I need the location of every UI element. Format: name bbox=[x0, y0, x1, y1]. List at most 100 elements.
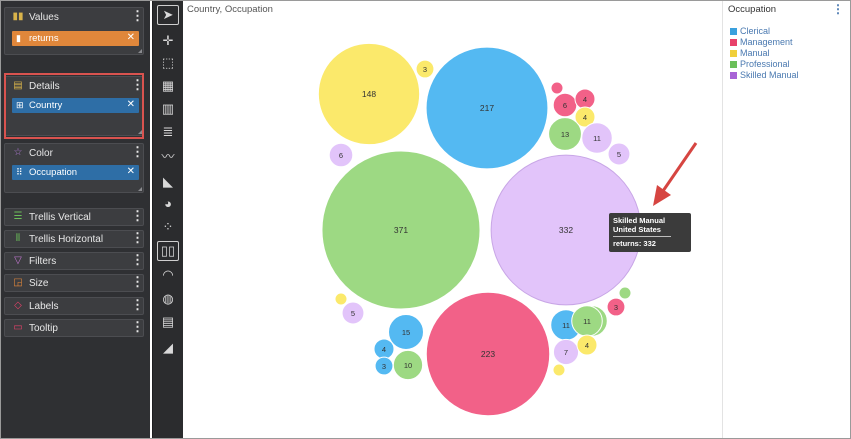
line-chart-icon[interactable]: 〰 bbox=[161, 149, 175, 164]
color-menu-icon[interactable]: ⋮ bbox=[131, 144, 144, 159]
size-menu-icon[interactable]: ⋮ bbox=[131, 274, 144, 289]
chart-title: Country, Occupation bbox=[187, 4, 273, 15]
values-menu-icon[interactable]: ⋮ bbox=[131, 8, 144, 23]
bubble-circle[interactable] bbox=[425, 291, 551, 417]
bubble-circle[interactable] bbox=[550, 81, 564, 95]
bubble-circle[interactable] bbox=[317, 42, 421, 146]
bubble[interactable]: 148 bbox=[317, 42, 421, 146]
bubble[interactable]: 4 bbox=[574, 88, 596, 110]
bubble-circle[interactable] bbox=[548, 117, 582, 151]
tooltip-title: Tooltip bbox=[29, 323, 58, 334]
legend-label: Skilled Manual bbox=[740, 70, 799, 80]
bubble[interactable]: 3 bbox=[374, 356, 394, 376]
bubble[interactable]: 4 bbox=[576, 334, 598, 356]
trellis-vertical-menu-icon[interactable]: ⋮ bbox=[131, 208, 144, 223]
bubble-circle[interactable] bbox=[392, 349, 424, 381]
bubble-circle[interactable] bbox=[341, 301, 365, 325]
bubble-label: 4 bbox=[382, 345, 386, 354]
bubble-circle[interactable] bbox=[328, 142, 354, 168]
resize-handle-icon[interactable] bbox=[138, 49, 142, 53]
resize-handle-icon[interactable] bbox=[138, 130, 142, 134]
tooltip-menu-icon[interactable]: ⋮ bbox=[131, 319, 144, 334]
bubble[interactable]: 3 bbox=[606, 297, 626, 317]
trellis-horizontal-menu-icon[interactable]: ⋮ bbox=[131, 230, 144, 245]
filters-menu-icon[interactable]: ⋮ bbox=[131, 252, 144, 267]
bubble[interactable] bbox=[618, 286, 632, 300]
bubble-label: 11 bbox=[583, 317, 591, 326]
bubble[interactable]: 10 bbox=[392, 349, 424, 381]
bubble-circle[interactable] bbox=[618, 286, 632, 300]
tooltip-icon: ▭ bbox=[13, 322, 23, 333]
bubble[interactable]: 3 bbox=[415, 59, 435, 79]
values-well[interactable]: ▮▮ Values ⋮ ▮ returns ✕ bbox=[4, 7, 144, 55]
color-well[interactable]: ☆ Color ⋮ ⠿ Occupation ✕ bbox=[4, 143, 144, 193]
trellis-vertical-well[interactable]: ☰ Trellis Vertical ⋮ bbox=[4, 208, 144, 226]
scatter-icon[interactable]: ⁘ bbox=[162, 219, 174, 234]
area-chart-icon[interactable]: ◣ bbox=[163, 174, 173, 189]
details-well[interactable]: ▤ Details ⋮ ⊞ Country ✕ bbox=[4, 76, 144, 136]
bubble[interactable]: 13 bbox=[548, 117, 582, 151]
size-well[interactable]: ◲ Size ⋮ bbox=[4, 274, 144, 292]
color-chip[interactable]: ⠿ Occupation ✕ bbox=[12, 165, 139, 180]
bubble-circle[interactable] bbox=[581, 122, 613, 154]
bubble[interactable]: 11 bbox=[571, 305, 603, 337]
bubble[interactable]: 371 bbox=[321, 150, 481, 310]
remove-values-icon[interactable]: ✕ bbox=[126, 32, 135, 43]
bubble-chart-icon[interactable]: ▯▯ bbox=[157, 241, 179, 261]
remove-color-icon[interactable]: ✕ bbox=[126, 166, 135, 177]
bubble[interactable] bbox=[552, 363, 566, 377]
filters-well[interactable]: ▽ Filters ⋮ bbox=[4, 252, 144, 270]
bubble[interactable]: 4 bbox=[373, 338, 395, 360]
details-chip[interactable]: ⊞ Country ✕ bbox=[12, 98, 139, 113]
bubble-circle[interactable] bbox=[552, 338, 580, 366]
bubble-circle[interactable] bbox=[334, 292, 348, 306]
bubble[interactable]: 6 bbox=[328, 142, 354, 168]
bubble-label: 6 bbox=[339, 151, 343, 160]
values-chip[interactable]: ▮ returns ✕ bbox=[12, 31, 139, 46]
bubble-circle[interactable] bbox=[576, 334, 598, 356]
bubble-circle[interactable] bbox=[552, 363, 566, 377]
labels-well[interactable]: ◇ Labels ⋮ bbox=[4, 297, 144, 315]
bubble-circle[interactable] bbox=[606, 297, 626, 317]
bar-chart-icon[interactable]: ▥ bbox=[161, 101, 175, 116]
tooltip-well[interactable]: ▭ Tooltip ⋮ bbox=[4, 319, 144, 337]
remove-details-icon[interactable]: ✕ bbox=[126, 99, 135, 110]
legend-menu-icon[interactable]: ⋮ bbox=[832, 2, 844, 16]
bubble-circle[interactable] bbox=[388, 314, 424, 350]
bar-list-icon[interactable]: ≣ bbox=[162, 124, 174, 139]
bubble-circle[interactable] bbox=[574, 106, 596, 128]
bubble[interactable]: 223 bbox=[425, 291, 551, 417]
resize-handle-icon[interactable] bbox=[138, 187, 142, 191]
bubble-label: 11 bbox=[593, 134, 601, 143]
lasso-icon[interactable]: ⬚ bbox=[161, 55, 175, 70]
bubble[interactable] bbox=[334, 292, 348, 306]
legend-label: Professional bbox=[740, 59, 790, 69]
size-icon: ◲ bbox=[13, 277, 23, 288]
bubble[interactable]: 4 bbox=[574, 106, 596, 128]
gauge-icon[interactable]: ◠ bbox=[162, 267, 174, 282]
details-icon: ▤ bbox=[13, 80, 23, 91]
bubble-circle[interactable] bbox=[321, 150, 481, 310]
bubble-label: 3 bbox=[423, 65, 427, 74]
trellis-horizontal-well[interactable]: ⦀ Trellis Horizontal ⋮ bbox=[4, 230, 144, 248]
select-pointer-icon[interactable]: ➤ bbox=[157, 5, 179, 25]
bubble[interactable]: 11 bbox=[581, 122, 613, 154]
map-globe-icon[interactable]: ◍ bbox=[162, 291, 174, 306]
bubble-circle[interactable] bbox=[607, 142, 631, 166]
bubble[interactable]: 5 bbox=[607, 142, 631, 166]
legend-swatch bbox=[730, 39, 737, 46]
move-icon[interactable]: ✛ bbox=[162, 33, 174, 48]
grid-icon[interactable]: ▤ bbox=[161, 314, 175, 329]
bubble-circle[interactable] bbox=[425, 46, 549, 170]
bubble[interactable]: 217 bbox=[425, 46, 549, 170]
pie-chart-icon[interactable]: ◕ bbox=[164, 196, 172, 211]
bubble[interactable]: 5 bbox=[341, 301, 365, 325]
bubble[interactable]: 15 bbox=[388, 314, 424, 350]
labels-menu-icon[interactable]: ⋮ bbox=[131, 297, 144, 312]
bubble[interactable] bbox=[550, 81, 564, 95]
bubble[interactable]: 6 bbox=[552, 92, 578, 118]
bubble-circle[interactable] bbox=[415, 59, 435, 79]
table-icon[interactable]: ▦ bbox=[161, 78, 175, 93]
bubble[interactable]: 7 bbox=[552, 338, 580, 366]
stats-icon[interactable]: ◢ bbox=[163, 340, 173, 355]
